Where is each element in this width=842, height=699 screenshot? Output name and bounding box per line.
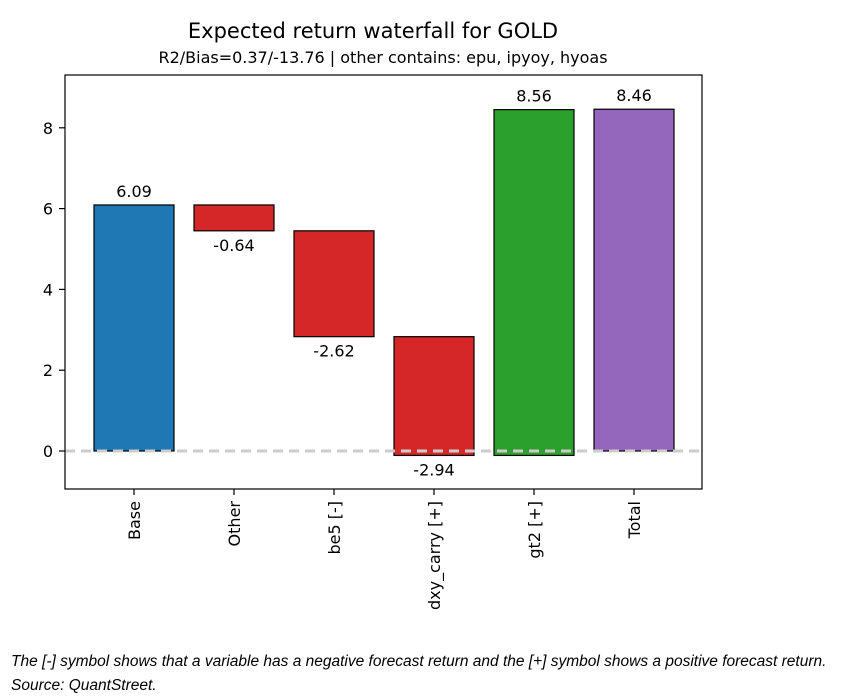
x-tick-label: dxy_carry [+] <box>425 501 445 610</box>
data-label: 8.46 <box>616 86 652 105</box>
x-tick-label: Total <box>625 501 644 539</box>
x-tick-label: be5 [-] <box>325 501 344 555</box>
chart-title: Expected return waterfall for GOLD <box>188 19 558 43</box>
waterfall-chart: Expected return waterfall for GOLD R2/Bi… <box>43 19 703 610</box>
bar <box>393 336 475 457</box>
x-tick-label: Base <box>125 501 144 540</box>
data-label: -0.64 <box>213 236 254 255</box>
y-tick-label: 4 <box>43 280 53 299</box>
data-label: -2.94 <box>413 460 454 479</box>
chart-subtitle: R2/Bias=0.37/-13.76 | other contains: ep… <box>158 48 607 67</box>
bar <box>293 230 375 338</box>
bar <box>93 204 175 452</box>
data-label: 6.09 <box>116 182 152 201</box>
y-tick-label: 8 <box>43 119 53 138</box>
x-tick-label: gt2 [+] <box>525 501 544 559</box>
bar <box>493 109 575 457</box>
y-tick-label: 2 <box>43 361 53 380</box>
y-tick-label: 6 <box>43 200 53 219</box>
data-label: 8.56 <box>516 87 552 106</box>
plot-frame <box>64 74 703 490</box>
bar <box>593 108 675 452</box>
figure-caption: The [-] symbol shows that a variable has… <box>11 653 827 694</box>
data-label: -2.62 <box>313 342 354 361</box>
y-tick-label: 0 <box>43 442 53 461</box>
bar <box>193 204 275 232</box>
chart-marks: 0 2 4 6 8 6.09 -0.64 -2.62 -2.94 8.56 8.46 Base Othe… <box>43 86 702 610</box>
x-tick-label: Other <box>225 501 244 547</box>
